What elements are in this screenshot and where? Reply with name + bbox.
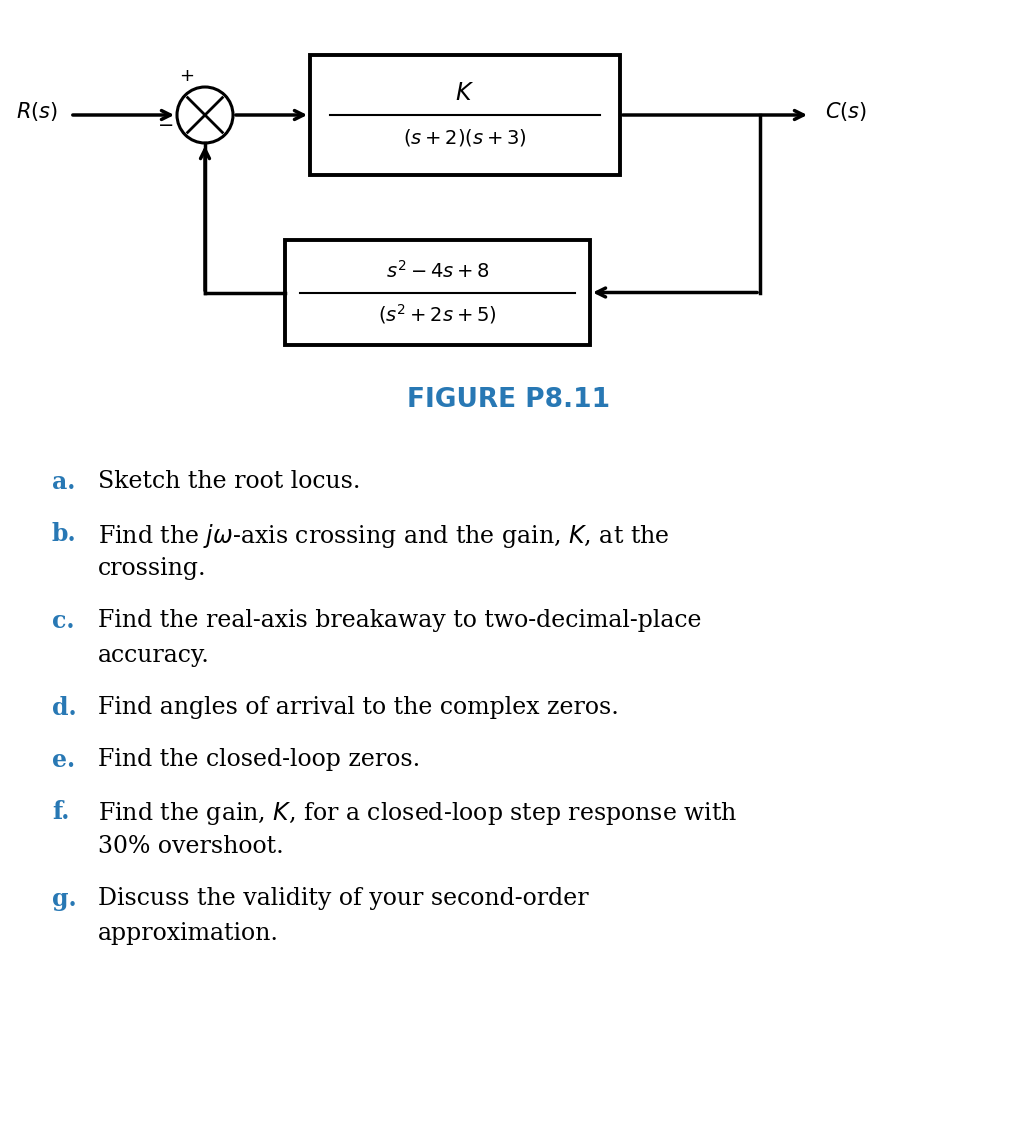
Text: accuracy.: accuracy.: [98, 644, 210, 667]
Text: FIGURE P8.11: FIGURE P8.11: [407, 387, 611, 413]
Text: 30% overshoot.: 30% overshoot.: [98, 835, 284, 858]
Text: Find angles of arrival to the complex zeros.: Find angles of arrival to the complex ze…: [98, 696, 619, 719]
Text: Find the $j\omega$-axis crossing and the gain, $K$, at the: Find the $j\omega$-axis crossing and the…: [98, 522, 670, 550]
Text: Find the closed-loop zeros.: Find the closed-loop zeros.: [98, 748, 420, 772]
Text: b.: b.: [52, 522, 76, 546]
Text: approximation.: approximation.: [98, 922, 279, 945]
Text: Find the real-axis breakaway to two-decimal-place: Find the real-axis breakaway to two-deci…: [98, 609, 701, 632]
Text: $C(s)$: $C(s)$: [825, 99, 867, 123]
Text: −: −: [158, 115, 174, 134]
Text: c.: c.: [52, 609, 74, 633]
Text: Discuss the validity of your second-order: Discuss the validity of your second-orde…: [98, 887, 588, 910]
Text: $R(s)$: $R(s)$: [16, 99, 58, 123]
Bar: [310, 55, 620, 175]
Text: $s^2 - 4s + 8$: $s^2 - 4s + 8$: [386, 259, 490, 281]
Text: $(s^2 + 2s + 5)$: $(s^2 + 2s + 5)$: [378, 303, 497, 327]
Text: Sketch the root locus.: Sketch the root locus.: [98, 470, 360, 493]
Text: +: +: [179, 67, 194, 85]
Text: Find the gain, $K$, for a closed-loop step response with: Find the gain, $K$, for a closed-loop st…: [98, 800, 737, 827]
Text: a.: a.: [52, 470, 75, 494]
Text: crossing.: crossing.: [98, 556, 207, 580]
Text: $K$: $K$: [455, 82, 474, 105]
Text: d.: d.: [52, 696, 76, 720]
Bar: [285, 240, 590, 345]
Text: f.: f.: [52, 800, 69, 824]
Text: $(s + 2)(s + 3)$: $(s + 2)(s + 3)$: [403, 126, 527, 148]
Text: e.: e.: [52, 748, 75, 772]
Text: g.: g.: [52, 887, 76, 912]
